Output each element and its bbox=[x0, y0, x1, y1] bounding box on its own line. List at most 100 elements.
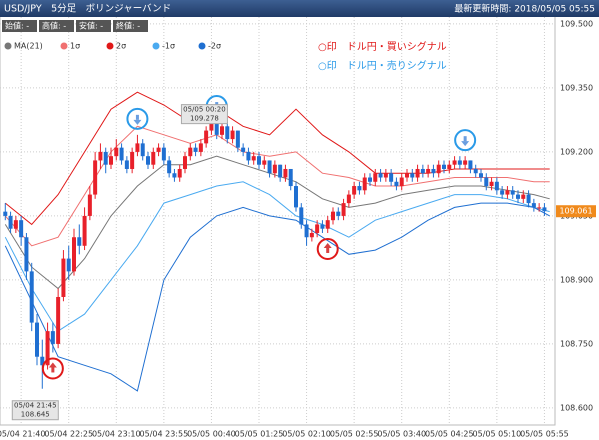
candle-body bbox=[119, 147, 124, 161]
y-tick-label: 109.200 bbox=[560, 147, 593, 156]
x-tick-label: 05/05 03:40 bbox=[377, 430, 426, 439]
sell-signal-legend: ○印 ドル円・売りシグナル bbox=[318, 59, 447, 72]
ohlc-label: 始値: - bbox=[5, 21, 29, 31]
callout-text: 05/04 21:45 bbox=[14, 402, 57, 410]
header-title: USD/JPY 5分足 ボリンジャーバンド bbox=[4, 4, 171, 15]
buy-signal bbox=[316, 237, 339, 260]
x-tick-label: 05/05 01:25 bbox=[235, 430, 284, 439]
candle-body bbox=[177, 168, 182, 178]
candle-body bbox=[146, 156, 150, 165]
candle-body bbox=[235, 130, 240, 148]
candle-body bbox=[45, 331, 50, 366]
plot-border bbox=[0, 0, 556, 426]
candle-body bbox=[230, 130, 235, 140]
candle-body bbox=[130, 151, 135, 169]
candle-body bbox=[489, 181, 494, 187]
callout-text: 05/05 00:20 bbox=[183, 106, 226, 114]
candle-body bbox=[40, 356, 45, 366]
candle-body bbox=[436, 164, 441, 174]
signal-arrow-stem bbox=[326, 247, 330, 253]
buy-signal-legend: ○印 ドル円・買いシグナル bbox=[318, 40, 447, 53]
candle-body bbox=[188, 147, 193, 157]
candle-body bbox=[156, 147, 161, 152]
candle-body bbox=[447, 164, 452, 169]
header-updated: 最新更新時間: 2018/05/05 05:55 bbox=[454, 3, 595, 15]
x-tick-label: 05/04 23:55 bbox=[140, 430, 189, 439]
candle-body bbox=[278, 164, 283, 178]
signal-ring bbox=[454, 129, 477, 152]
legend-label: -1σ bbox=[162, 42, 175, 51]
legend-label: 1σ bbox=[70, 42, 80, 51]
buy-signal bbox=[41, 357, 64, 380]
candle-body bbox=[500, 190, 505, 195]
candle-body bbox=[151, 151, 156, 165]
ohlc-box bbox=[39, 20, 74, 32]
y-tick-label: 109.500 bbox=[560, 19, 593, 28]
candle-body bbox=[87, 194, 92, 216]
legend-label: MA(21) bbox=[14, 42, 43, 51]
candle-body bbox=[415, 168, 420, 178]
candle-body bbox=[410, 173, 415, 178]
candle-body bbox=[257, 156, 261, 165]
candle-body bbox=[325, 220, 330, 229]
candle-body bbox=[383, 173, 388, 178]
candle-body bbox=[214, 122, 219, 135]
candle-body bbox=[304, 224, 309, 238]
signal-arrow-head bbox=[461, 141, 470, 147]
callout-text: 108.645 bbox=[21, 411, 50, 419]
y-tick-label: 108.600 bbox=[560, 403, 593, 412]
candle-body bbox=[172, 173, 177, 178]
candle-body bbox=[225, 126, 230, 140]
candle-body bbox=[378, 173, 383, 178]
candle-body bbox=[431, 168, 436, 174]
candle-body bbox=[494, 181, 499, 191]
candle-body bbox=[336, 211, 341, 216]
ohlc-box bbox=[76, 20, 111, 32]
candle-body bbox=[294, 186, 298, 208]
ohlc-box bbox=[2, 20, 37, 32]
header-bar bbox=[0, 0, 599, 17]
ohlc-label: 高値: - bbox=[42, 21, 66, 31]
candle-body bbox=[309, 232, 314, 238]
candle-body bbox=[8, 215, 13, 229]
candle-body bbox=[299, 207, 304, 225]
candle-body bbox=[288, 168, 293, 187]
candle-body bbox=[357, 186, 362, 191]
band-line bbox=[4, 181, 550, 332]
candle-body bbox=[19, 220, 24, 238]
candle-body bbox=[516, 194, 520, 199]
legend-swatch bbox=[106, 42, 114, 50]
candle-body bbox=[29, 271, 34, 323]
band-line bbox=[4, 155, 550, 290]
legend-swatch bbox=[152, 42, 160, 50]
candle-body bbox=[389, 173, 394, 182]
x-tick-label: 05/04 22:25 bbox=[44, 430, 93, 439]
candle-body bbox=[362, 177, 367, 191]
candle-body bbox=[198, 143, 203, 152]
x-tick-label: 05/05 00:40 bbox=[187, 430, 236, 439]
candle-body bbox=[3, 211, 8, 216]
candle-body bbox=[262, 160, 267, 165]
candle-body bbox=[531, 203, 536, 208]
legend-swatch bbox=[198, 42, 206, 50]
candle-body bbox=[56, 296, 61, 344]
candle-body bbox=[183, 156, 187, 169]
candle-body bbox=[315, 224, 320, 233]
candle-body bbox=[352, 186, 357, 195]
candle-body bbox=[463, 160, 468, 165]
signal-arrow-head bbox=[48, 362, 57, 368]
candle-body bbox=[24, 237, 29, 272]
candle-body bbox=[251, 156, 256, 161]
y-tick-label: 108.900 bbox=[560, 275, 593, 284]
signal-arrow-head bbox=[133, 119, 142, 125]
x-tick-label: 05/05 02:55 bbox=[330, 430, 379, 439]
signal-ring bbox=[316, 237, 339, 260]
ohlc-label: 安値: - bbox=[79, 21, 103, 31]
candle-body bbox=[35, 322, 39, 357]
callout-text: 109.278 bbox=[190, 115, 219, 123]
candle-body bbox=[246, 151, 251, 161]
callout-box bbox=[180, 104, 228, 125]
candle-body bbox=[114, 147, 119, 157]
signal-arrow-head bbox=[323, 242, 332, 248]
